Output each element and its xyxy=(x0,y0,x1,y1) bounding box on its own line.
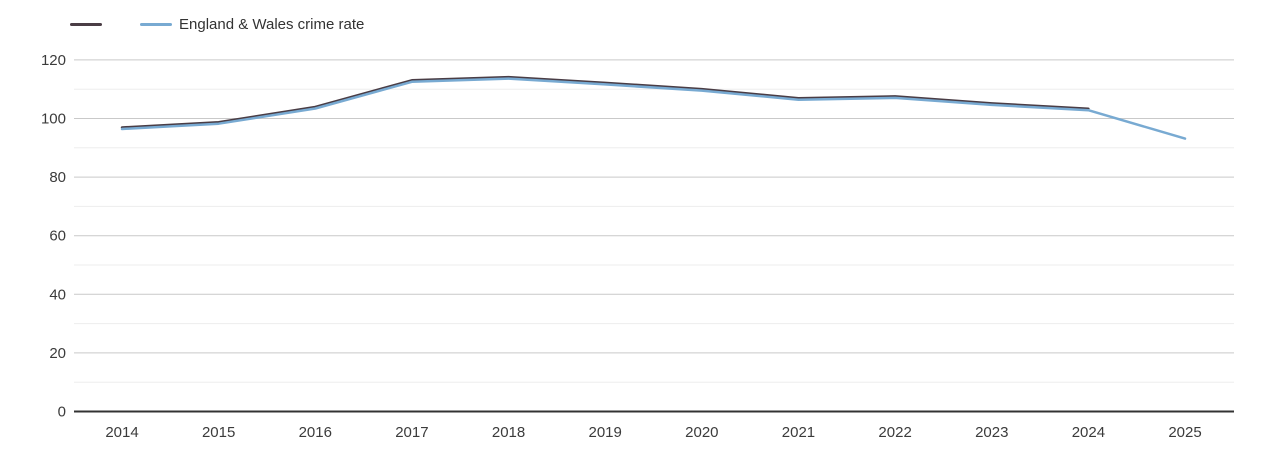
x-tick-label: 2017 xyxy=(395,424,428,441)
legend-item-england-wales[interactable]: England & Wales crime rate xyxy=(140,16,364,33)
y-tick-label: 0 xyxy=(58,404,66,421)
x-tick-label: 2016 xyxy=(299,424,332,441)
x-tick-label: 2014 xyxy=(105,424,138,441)
x-tick-label: 2020 xyxy=(685,424,718,441)
y-tick-label: 100 xyxy=(41,111,66,128)
x-tick-label: 2025 xyxy=(1168,424,1201,441)
x-tick-label: 2019 xyxy=(589,424,622,441)
y-tick-label: 60 xyxy=(49,228,66,245)
legend-item-region[interactable] xyxy=(70,23,102,26)
y-tick-label: 20 xyxy=(49,345,66,362)
series-line-england-wales xyxy=(120,77,1187,140)
legend-line-swatch-blue xyxy=(140,23,172,26)
y-tick-label: 80 xyxy=(49,169,66,186)
legend-line-swatch-dark xyxy=(70,23,102,26)
x-tick-label: 2024 xyxy=(1072,424,1105,441)
chart-legend: England & Wales crime rate xyxy=(70,16,402,33)
x-tick-label: 2018 xyxy=(492,424,525,441)
legend-label-england-wales: England & Wales crime rate xyxy=(179,16,365,33)
x-tick-label: 2022 xyxy=(878,424,911,441)
series-line-region xyxy=(120,75,1090,129)
x-tick-label: 2023 xyxy=(975,424,1008,441)
y-tick-label: 40 xyxy=(49,286,66,303)
x-tick-label: 2015 xyxy=(202,424,235,441)
x-tick-label: 2021 xyxy=(782,424,815,441)
y-tick-label: 120 xyxy=(41,52,66,69)
